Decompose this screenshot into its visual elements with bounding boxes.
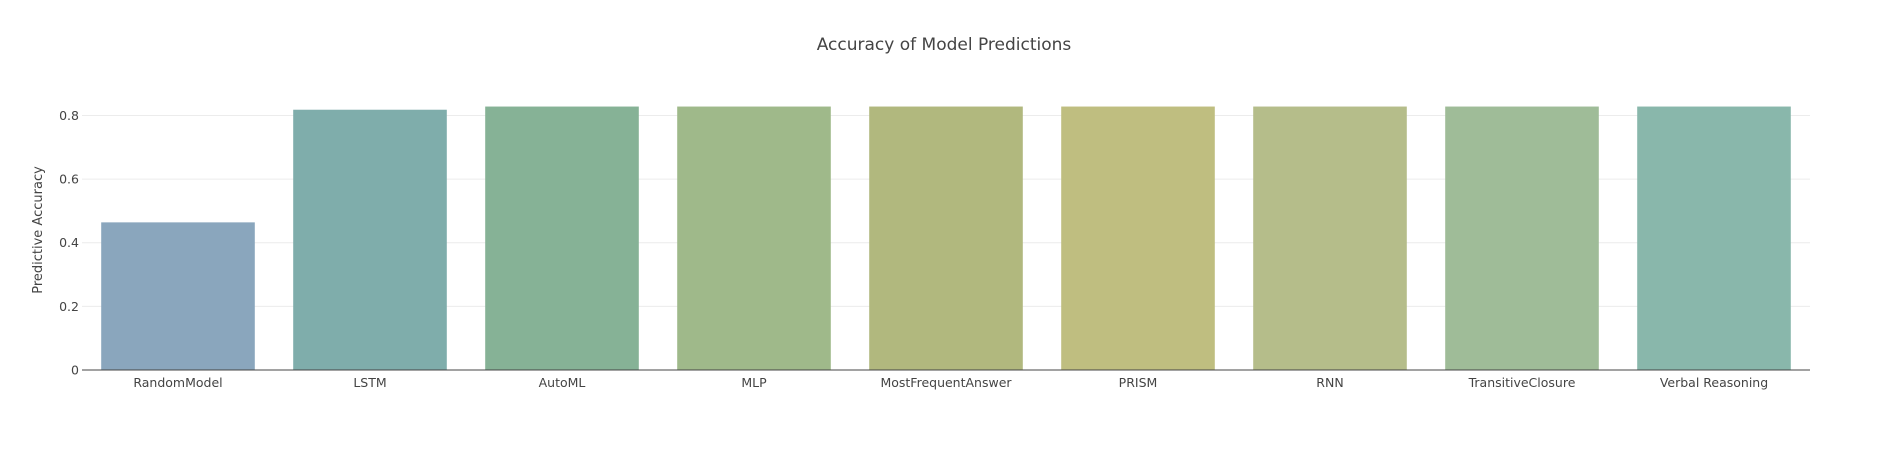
y-tick-label: 0 — [71, 363, 79, 378]
x-tick-label: Verbal Reasoning — [1660, 375, 1768, 390]
y-tick-label: 0.4 — [59, 235, 79, 250]
y-tick-label: 0.6 — [59, 172, 79, 187]
bars — [101, 106, 1791, 371]
x-tick-label: LSTM — [353, 375, 386, 390]
x-tick-label: TransitiveClosure — [1468, 375, 1576, 390]
bar-verbal-reasoning[interactable] — [1637, 106, 1791, 370]
bar-mlp[interactable] — [677, 106, 831, 370]
x-tick-label: MLP — [741, 375, 767, 390]
x-tick-label: RandomModel — [133, 375, 222, 390]
x-tick-label: PRISM — [1119, 375, 1158, 390]
bar-automl[interactable] — [485, 106, 639, 370]
x-tick-label: AutoML — [539, 375, 586, 390]
bar-transitiveclosure[interactable] — [1445, 106, 1599, 370]
x-tick-label: RNN — [1316, 375, 1343, 390]
bar-mostfrequentanswer[interactable] — [869, 106, 1023, 370]
x-axis-ticks: RandomModel LSTM AutoML MLP MostFrequentAnsw… — [133, 375, 1768, 390]
x-tick-label: MostFrequentAnswer — [880, 375, 1012, 390]
bar-prism[interactable] — [1061, 106, 1215, 370]
bar-lstm[interactable] — [293, 109, 447, 371]
y-tick-label: 0.2 — [59, 299, 79, 314]
chart-title: Accuracy of Model Predictions — [817, 35, 1072, 55]
y-tick-label: 0.8 — [59, 108, 79, 123]
y-axis-title: Predictive Accuracy — [31, 166, 46, 294]
y-axis-ticks: 0 0.2 0.4 0.6 0.8 — [59, 108, 79, 378]
bar-randommodel[interactable] — [101, 222, 255, 370]
bar-rnn[interactable] — [1253, 106, 1407, 370]
